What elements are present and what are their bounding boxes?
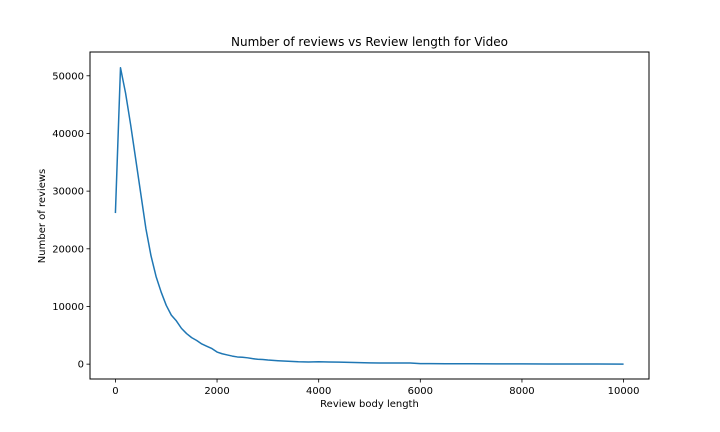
axes-frame: [89, 51, 650, 380]
chart-title: Number of reviews vs Review length for V…: [231, 35, 508, 49]
y-axis-ticks: 0 10000 20000 30000 40000 50000: [52, 71, 90, 371]
x-axis-ticks: 0 2000 4000 6000 8000 10000: [112, 379, 639, 397]
x-axis-title: Review body length: [320, 399, 419, 410]
series-line-0: [114, 66, 624, 365]
y-tick-label: 20000: [52, 244, 84, 255]
x-tick-label: 0: [112, 386, 118, 397]
x-tick-label: 4000: [306, 386, 331, 397]
x-tick-label: 10000: [608, 386, 640, 397]
y-tick-label: 10000: [52, 302, 84, 313]
y-tick-label: 50000: [52, 71, 84, 82]
y-tick-label: 40000: [52, 129, 84, 140]
x-tick-label: 8000: [509, 386, 534, 397]
x-tick-label: 6000: [408, 386, 433, 397]
y-tick-label: 30000: [52, 187, 84, 198]
x-tick-label: 2000: [204, 386, 229, 397]
y-tick-label: 0: [78, 360, 84, 371]
y-axis-title: Number of reviews: [37, 169, 48, 263]
plot-area: [114, 66, 624, 365]
